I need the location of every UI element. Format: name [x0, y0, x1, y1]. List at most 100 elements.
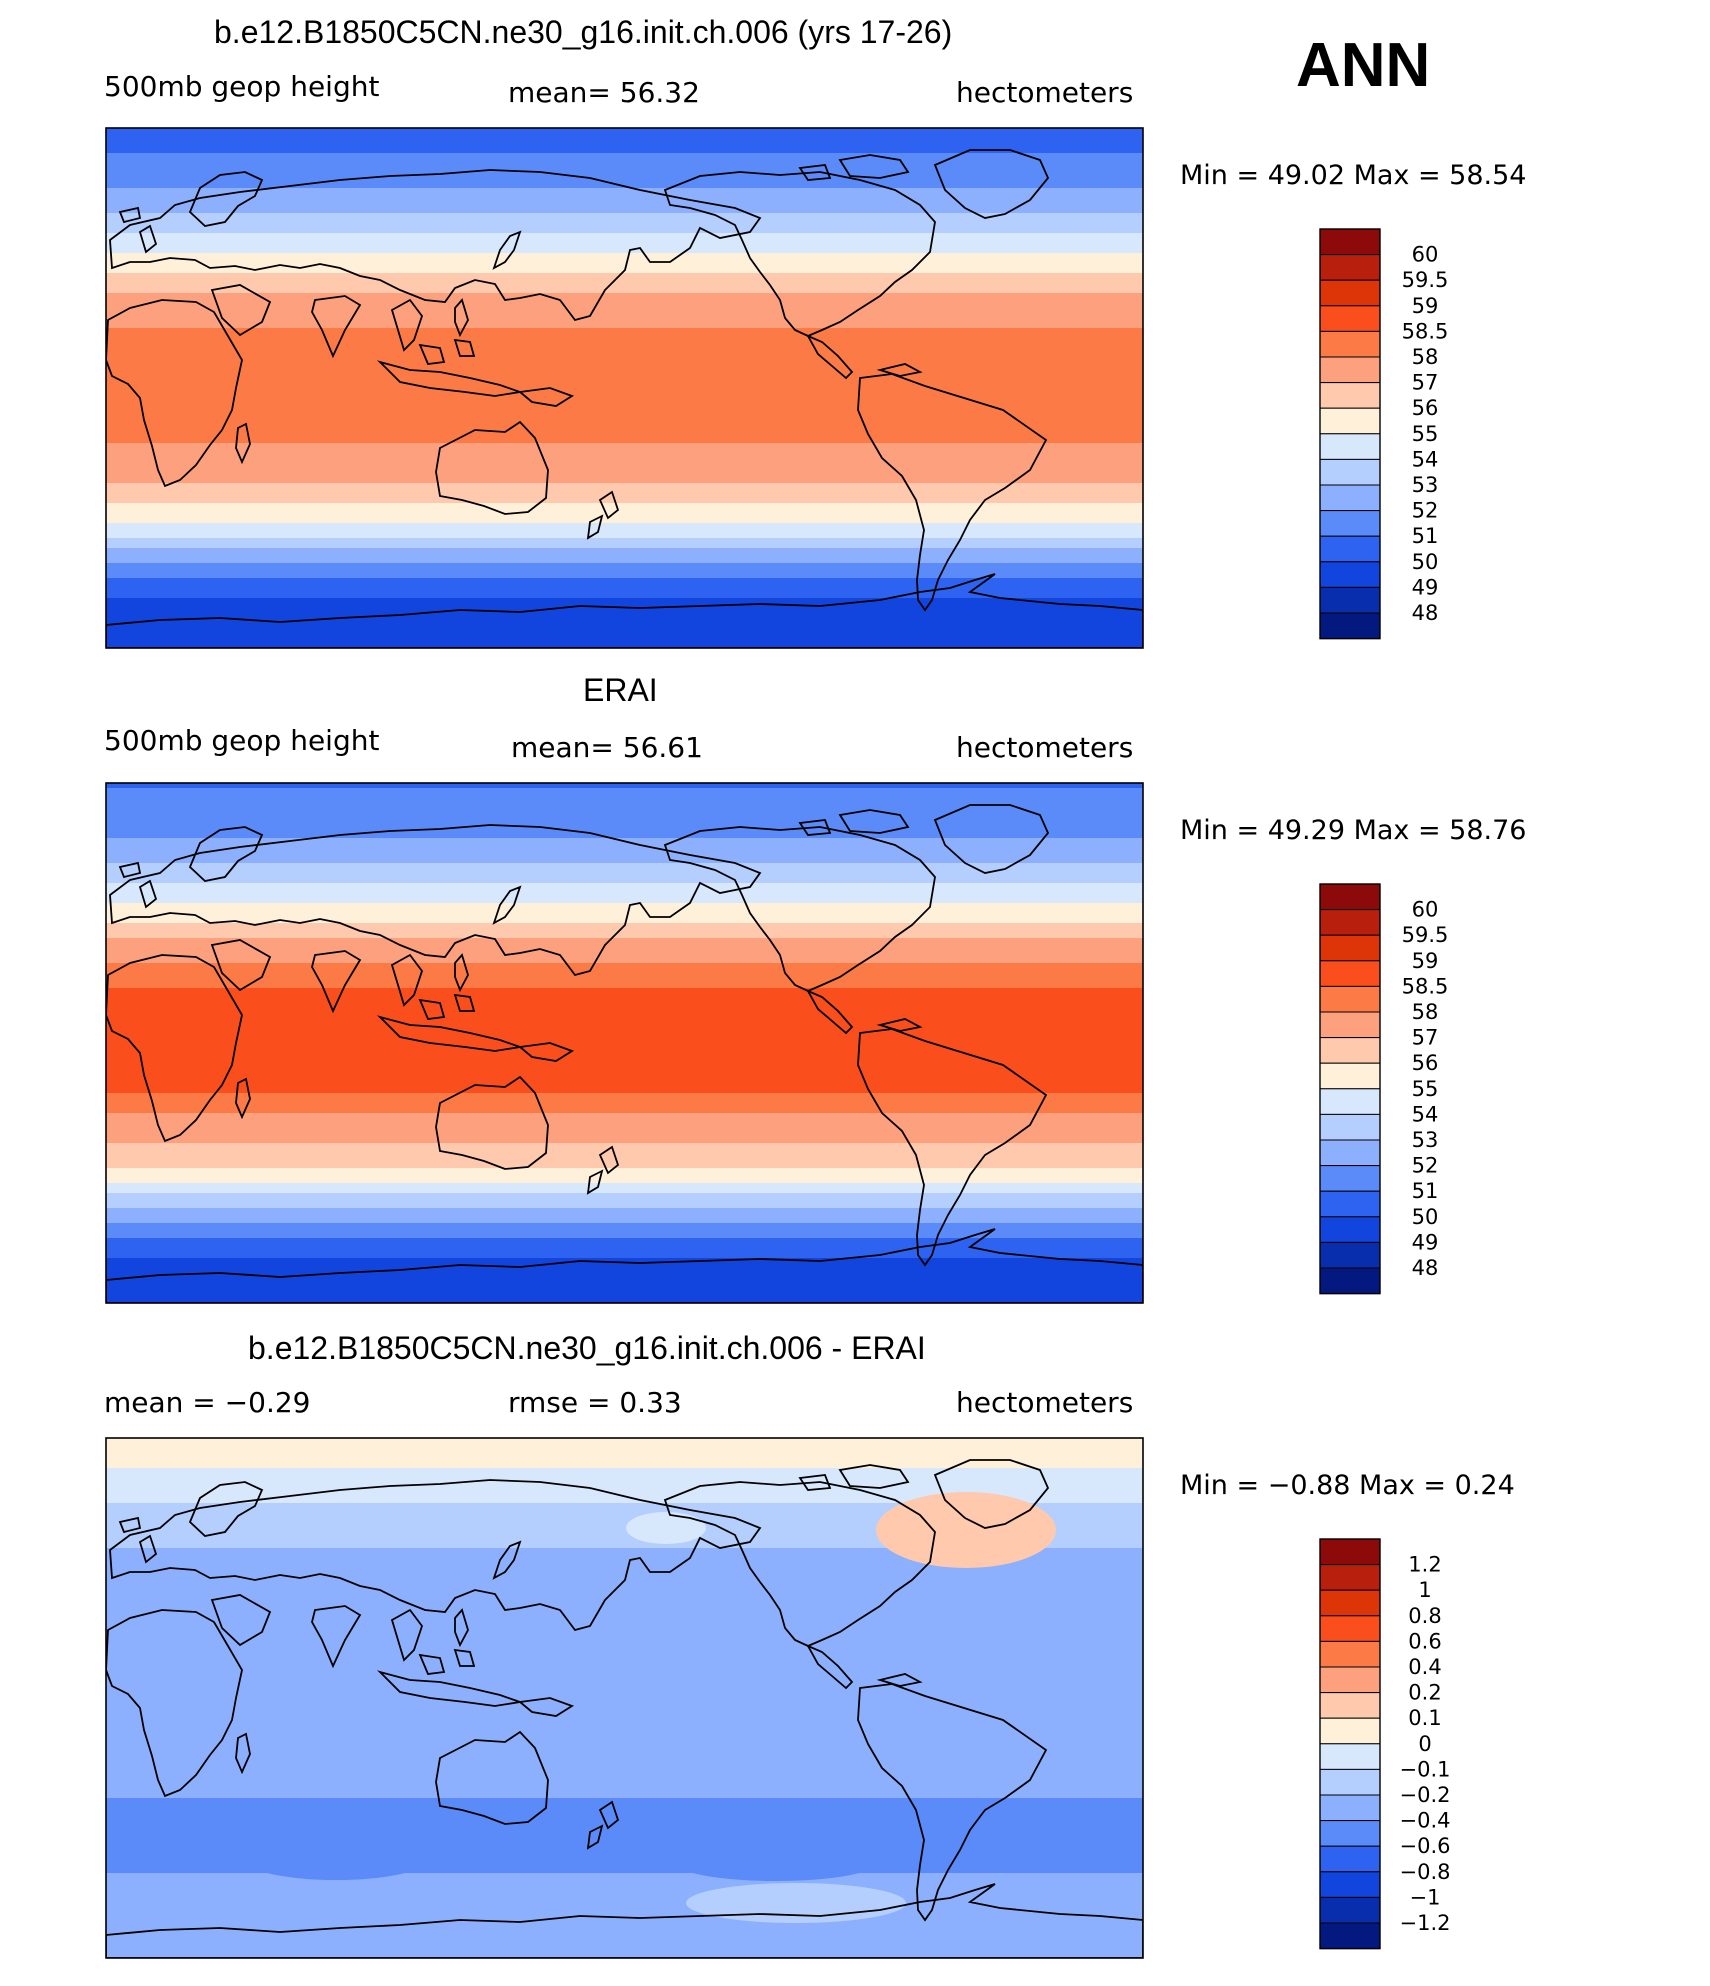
lat-band: [106, 888, 1143, 894]
lat-band: [106, 1653, 1143, 1659]
lat-band: [106, 938, 1143, 944]
lat-band: [106, 1868, 1143, 1874]
lat-band: [106, 1523, 1143, 1529]
lat-band: [106, 958, 1143, 964]
lat-band: [106, 1818, 1143, 1824]
lat-band: [106, 1268, 1143, 1274]
lat-band: [106, 1748, 1143, 1754]
lat-band: [106, 1688, 1143, 1694]
lat-band: [106, 518, 1143, 524]
lat-band: [106, 1938, 1143, 1944]
colorbar-tick-label: 59.5: [1402, 268, 1449, 292]
lat-band: [106, 1718, 1143, 1724]
lat-band: [106, 1533, 1143, 1539]
lat-band: [106, 328, 1143, 334]
lat-band: [106, 1723, 1143, 1729]
lat-band: [106, 1238, 1143, 1244]
lat-band: [106, 618, 1143, 624]
colorbar-tick-label: 50: [1412, 550, 1439, 574]
lat-band: [106, 1883, 1143, 1889]
anomaly-region: [626, 1512, 706, 1544]
colorbar-tick-label: 48: [1412, 601, 1439, 625]
colorbar-tick-label: 60: [1412, 898, 1439, 922]
colorbar-tick-label: 0.2: [1408, 1681, 1441, 1705]
colorbar-swatch: [1319, 1589, 1381, 1617]
panel2-map: [105, 782, 1144, 1304]
map-frame: [105, 127, 1144, 649]
lat-band: [106, 1518, 1143, 1524]
lat-band: [106, 1283, 1143, 1289]
lat-band: [106, 148, 1143, 154]
lat-band: [106, 1098, 1143, 1104]
lat-band: [106, 258, 1143, 264]
lat-band: [106, 878, 1143, 884]
lat-band: [106, 643, 1143, 648]
lat-band: [106, 488, 1143, 494]
lat-band: [106, 448, 1143, 454]
anomaly-region: [676, 1845, 876, 1881]
lat-band: [106, 1233, 1143, 1239]
colorbar-tick-label: 52: [1412, 499, 1439, 523]
lat-band: [106, 1008, 1143, 1014]
panel2-units-label: hectometers: [956, 731, 1134, 764]
lat-band: [106, 1443, 1143, 1449]
lat-band: [106, 1053, 1143, 1059]
panel3-minmax: Min = −0.88 Max = 0.24: [1180, 1470, 1515, 1501]
lat-band: [106, 143, 1143, 149]
lat-band: [106, 1643, 1143, 1649]
lat-band: [106, 1103, 1143, 1109]
colorbar-tick-label: 48: [1412, 1256, 1439, 1280]
colorbar-swatch: [1319, 484, 1381, 512]
lat-band: [106, 788, 1143, 794]
colorbar-tick-label: 58: [1412, 345, 1439, 369]
lat-band: [106, 1858, 1143, 1864]
lat-band: [106, 1848, 1143, 1854]
lat-band: [106, 1203, 1143, 1209]
colorbar-frame: [1319, 883, 1381, 1295]
lat-band: [106, 433, 1143, 439]
lat-band: [106, 1013, 1143, 1019]
lat-band: [106, 458, 1143, 464]
panel3-title: b.e12.B1850C5CN.ne30_g16.init.ch.006 - E…: [248, 1330, 926, 1366]
lat-band: [106, 563, 1143, 569]
lat-band: [106, 1133, 1143, 1139]
panel1-title: b.e12.B1850C5CN.ne30_g16.init.ch.006 (yr…: [214, 14, 953, 50]
lat-band: [106, 233, 1143, 239]
colorbar-swatch: [1319, 1743, 1381, 1770]
colorbar-tick-label: 51: [1412, 1179, 1439, 1203]
colorbar-swatch: [1319, 1088, 1381, 1115]
lat-band: [106, 953, 1143, 959]
colorbar-tick-label: 50: [1412, 1205, 1439, 1229]
lat-band: [106, 1063, 1143, 1069]
lat-band: [106, 1253, 1143, 1259]
lat-band: [106, 1873, 1143, 1879]
panel2-variable-label: 500mb geop height: [104, 724, 380, 757]
lat-band: [106, 1683, 1143, 1689]
lat-band: [106, 298, 1143, 304]
lat-band: [106, 403, 1143, 409]
colorbar-tick-label: −0.1: [1400, 1757, 1451, 1781]
lat-band: [106, 1478, 1143, 1484]
colorbar-tick-label: −0.4: [1400, 1809, 1451, 1833]
lat-band: [106, 608, 1143, 614]
colorbar-tick-label: 0.4: [1408, 1655, 1441, 1679]
lat-band: [106, 573, 1143, 579]
lat-band: [106, 548, 1143, 554]
panel1-map: [105, 127, 1144, 649]
colorbar-swatch: [1319, 330, 1381, 358]
colorbar-swatch: [1319, 612, 1381, 640]
colorbar-tick-label: 55: [1412, 422, 1439, 446]
lat-band: [106, 1548, 1143, 1554]
lat-band: [106, 1198, 1143, 1204]
lat-band: [106, 1813, 1143, 1819]
lat-band: [106, 1068, 1143, 1074]
lat-band: [106, 1738, 1143, 1744]
lat-band: [106, 1668, 1143, 1674]
lat-band: [106, 558, 1143, 564]
lat-band: [106, 1488, 1143, 1494]
lat-band: [106, 528, 1143, 534]
panel1-mean-label: mean= 56.32: [508, 76, 700, 109]
lat-band: [106, 1758, 1143, 1764]
lat-band: [106, 1658, 1143, 1664]
lat-band: [106, 513, 1143, 519]
